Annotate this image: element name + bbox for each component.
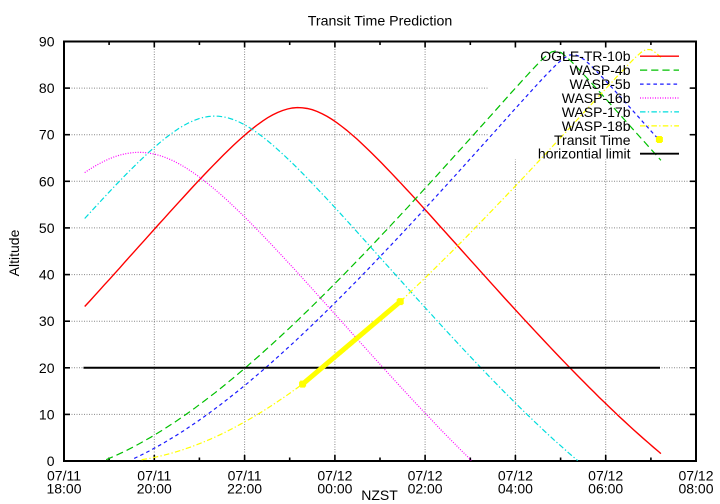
svg-text:WASP-4b: WASP-4b xyxy=(570,62,631,78)
svg-text:08:00: 08:00 xyxy=(678,481,713,497)
svg-text:50: 50 xyxy=(39,220,55,236)
svg-text:07/12: 07/12 xyxy=(588,468,623,484)
svg-text:OGLE-TR-10b: OGLE-TR-10b xyxy=(540,48,630,64)
svg-text:00:00: 00:00 xyxy=(317,481,352,497)
svg-text:07/12: 07/12 xyxy=(678,468,713,484)
svg-text:Transit Time: Transit Time xyxy=(554,132,631,148)
svg-text:07/12: 07/12 xyxy=(498,468,533,484)
svg-text:20:00: 20:00 xyxy=(137,481,172,497)
svg-text:WASP-16b: WASP-16b xyxy=(562,90,631,106)
svg-text:70: 70 xyxy=(39,127,55,143)
svg-text:WASP-18b: WASP-18b xyxy=(562,118,631,134)
svg-text:20: 20 xyxy=(39,360,55,376)
svg-text:18:00: 18:00 xyxy=(46,481,81,497)
svg-text:22:00: 22:00 xyxy=(227,481,262,497)
svg-text:07/12: 07/12 xyxy=(317,468,352,484)
svg-text:80: 80 xyxy=(39,80,55,96)
svg-text:40: 40 xyxy=(39,267,55,283)
svg-text:02:00: 02:00 xyxy=(408,481,443,497)
svg-text:90: 90 xyxy=(39,34,55,50)
svg-text:04:00: 04:00 xyxy=(498,481,533,497)
svg-text:06:00: 06:00 xyxy=(588,481,623,497)
svg-text:10: 10 xyxy=(39,406,55,422)
svg-text:0: 0 xyxy=(47,453,55,469)
svg-text:07/11: 07/11 xyxy=(47,468,81,484)
svg-text:07/11: 07/11 xyxy=(137,468,171,484)
svg-text:WASP-17b: WASP-17b xyxy=(562,104,631,120)
svg-text:Transit Time Prediction: Transit Time Prediction xyxy=(308,13,453,29)
svg-text:30: 30 xyxy=(39,313,55,329)
svg-text:07/12: 07/12 xyxy=(408,468,443,484)
svg-text:horizontial limit: horizontial limit xyxy=(538,146,631,162)
svg-text:07/11: 07/11 xyxy=(228,468,262,484)
svg-text:NZST: NZST xyxy=(361,487,398,503)
svg-text:60: 60 xyxy=(39,173,55,189)
svg-text:Altitude: Altitude xyxy=(6,229,22,276)
svg-text:WASP-5b: WASP-5b xyxy=(570,76,631,92)
